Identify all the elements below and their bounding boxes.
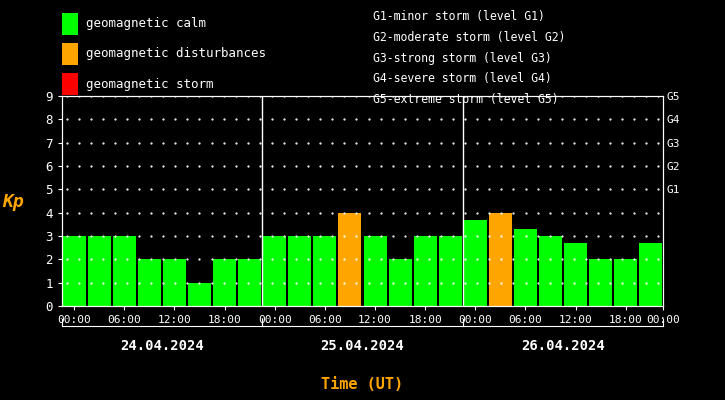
- Bar: [514, 229, 537, 306]
- Bar: [138, 259, 161, 306]
- Bar: [439, 236, 462, 306]
- Bar: [539, 236, 562, 306]
- Bar: [339, 213, 362, 306]
- Bar: [163, 259, 186, 306]
- Text: G1-minor storm (level G1): G1-minor storm (level G1): [373, 10, 545, 23]
- Bar: [363, 236, 386, 306]
- Text: Time (UT): Time (UT): [321, 377, 404, 392]
- Text: G2-moderate storm (level G2): G2-moderate storm (level G2): [373, 31, 566, 44]
- Text: 26.04.2024: 26.04.2024: [521, 339, 605, 353]
- Bar: [589, 259, 612, 306]
- Bar: [614, 259, 637, 306]
- Text: G5-extreme storm (level G5): G5-extreme storm (level G5): [373, 93, 559, 106]
- Bar: [639, 243, 663, 306]
- Text: G4-severe storm (level G4): G4-severe storm (level G4): [373, 72, 552, 86]
- Bar: [188, 283, 211, 306]
- Text: geomagnetic calm: geomagnetic calm: [86, 18, 207, 30]
- Bar: [489, 213, 512, 306]
- Bar: [88, 236, 111, 306]
- Bar: [113, 236, 136, 306]
- Text: 25.04.2024: 25.04.2024: [320, 339, 405, 353]
- Bar: [564, 243, 587, 306]
- Bar: [313, 236, 336, 306]
- Bar: [289, 236, 311, 306]
- Bar: [464, 220, 487, 306]
- Bar: [238, 259, 261, 306]
- Text: 24.04.2024: 24.04.2024: [120, 339, 204, 353]
- Bar: [263, 236, 286, 306]
- Text: geomagnetic disturbances: geomagnetic disturbances: [86, 48, 266, 60]
- Bar: [213, 259, 236, 306]
- Text: geomagnetic storm: geomagnetic storm: [86, 78, 214, 90]
- Bar: [62, 236, 86, 306]
- Text: Kp: Kp: [2, 193, 24, 211]
- Bar: [414, 236, 436, 306]
- Text: G3-strong storm (level G3): G3-strong storm (level G3): [373, 52, 552, 65]
- Bar: [389, 259, 412, 306]
